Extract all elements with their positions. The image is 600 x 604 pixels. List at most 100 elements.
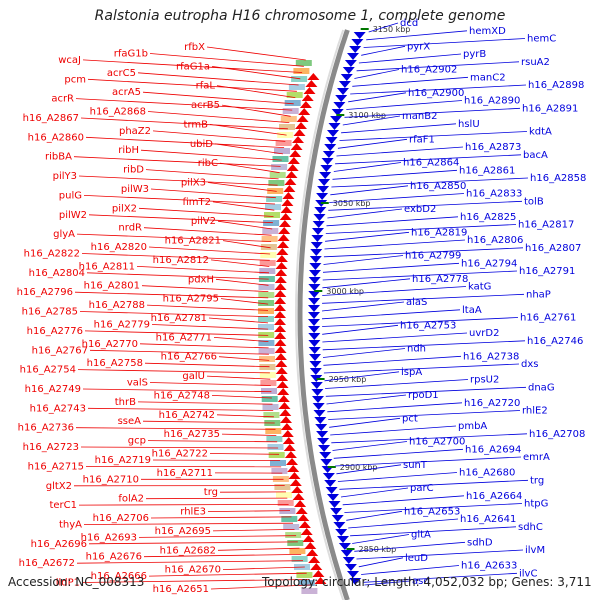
left-gene-label: trmB [184, 119, 209, 130]
left-gene-label: h16_A2822 [24, 249, 80, 260]
left-gene-leader [213, 529, 295, 531]
right-gene-leader [322, 333, 467, 342]
left-gene-leader [87, 273, 269, 279]
right-strand-arrow [339, 81, 351, 88]
left-strand-arrow [274, 318, 286, 325]
left-gene-label: h16_A2672 [19, 558, 75, 569]
right-strand-arrow [317, 186, 329, 193]
right-gene-label: ltaA [462, 305, 482, 316]
left-gene-label: rfaG1a [176, 61, 210, 72]
left-gene-leader [217, 86, 295, 98]
right-gene-label: pyrB [463, 49, 486, 60]
right-gene-label: h16_A2861 [459, 165, 515, 176]
left-strand-arrow [298, 108, 310, 115]
right-strand-arrow [311, 382, 323, 389]
right-strand-arrow [318, 445, 330, 452]
left-strand-arrow [275, 276, 287, 283]
left-gene-label: h16_A2801 [84, 281, 140, 292]
left-gene-label: h16_A2795 [163, 294, 219, 305]
right-strand-arrow [309, 361, 321, 368]
right-gene-leader [327, 403, 462, 412]
left-strand-arrow [275, 353, 287, 360]
right-strand-arrow [327, 130, 339, 137]
left-gene-leader [151, 517, 292, 518]
left-gene-leader [143, 421, 275, 423]
right-strand-arrow [314, 207, 326, 214]
left-gene-label: h16_A2722 [152, 449, 208, 460]
left-strand-arrow [277, 388, 289, 395]
right-gene-label: emrA [523, 452, 550, 463]
left-gene-leader [214, 337, 268, 341]
right-gene-label: h16_A2680 [459, 468, 515, 479]
left-gene-leader [150, 383, 271, 386]
left-strand-arrow [275, 346, 287, 353]
left-gene-label: h16_A2696 [31, 539, 87, 550]
right-gene-leader [338, 473, 457, 482]
left-gene-label: pilW3 [121, 184, 149, 195]
right-gene-label: h16_A2807 [525, 243, 581, 254]
right-strand-arrow [341, 550, 353, 557]
right-strand-arrow [311, 242, 323, 249]
feature-track-cell [283, 108, 299, 114]
right-strand-arrow [308, 291, 320, 298]
right-gene-label: h16_A2791 [519, 266, 575, 277]
right-strand-arrow [311, 389, 323, 396]
left-gene-leader [220, 163, 280, 173]
left-gene-label: ribBA [45, 152, 72, 163]
feature-track-cell [258, 308, 274, 314]
right-gene-leader [323, 263, 459, 272]
left-strand-arrow [281, 206, 293, 213]
left-strand-arrow [284, 444, 296, 451]
left-gene-leader [79, 176, 278, 185]
right-strand-arrow [332, 515, 344, 522]
right-strand-arrow [319, 452, 331, 459]
left-gene-label: h16_A2785 [22, 307, 78, 318]
right-gene-label: h16_A2746 [527, 336, 583, 347]
right-strand-arrow [308, 340, 320, 347]
right-gene-label: h16_A2898 [528, 80, 584, 91]
left-gene-label: h16_A2821 [165, 236, 221, 247]
left-gene-label: rfaG1b [114, 49, 148, 60]
left-gene-label: h16_A2812 [153, 255, 209, 266]
right-gene-leader [364, 39, 525, 48]
right-gene-label: hemXD [469, 26, 506, 37]
right-gene-label: tolB [524, 196, 544, 207]
feature-track-cell [293, 68, 309, 74]
feature-track-cell [269, 452, 285, 458]
right-strand-arrow [354, 32, 366, 39]
right-strand-arrow [315, 424, 327, 431]
right-gene-label: alaS [406, 297, 427, 308]
left-gene-label: h16_A2796 [17, 287, 73, 298]
right-gene-label: h16_A2641 [460, 514, 516, 525]
left-gene-label: rfaL [196, 81, 216, 92]
left-gene-label: h16_A2706 [93, 513, 149, 524]
left-gene-label: pilX3 [181, 178, 206, 189]
right-strand-arrow [337, 536, 349, 543]
left-gene-leader [208, 511, 290, 512]
left-strand-arrow [277, 241, 289, 248]
left-gene-label: h16_A2779 [94, 320, 150, 331]
right-gene-label: leuD [405, 553, 428, 564]
right-strand-arrow [314, 410, 326, 417]
right-gene-label: sdhC [518, 522, 543, 533]
feature-track-cell [273, 156, 289, 162]
left-strand-arrow [294, 500, 306, 507]
left-strand-arrow [293, 493, 305, 500]
right-gene-label: hemC [527, 34, 556, 45]
right-gene-label: h16_A2799 [405, 251, 461, 262]
left-gene-leader [147, 305, 268, 310]
left-gene-leader [137, 266, 269, 272]
right-gene-leader [322, 279, 410, 288]
right-gene-label: ilvM [525, 545, 545, 556]
right-gene-label: h16_A2664 [466, 491, 522, 502]
left-gene-label: h16_A2771 [156, 332, 212, 343]
left-strand-arrow [300, 101, 312, 108]
left-gene-label: pcm [64, 74, 86, 85]
right-gene-leader [337, 147, 464, 156]
left-strand-arrow [286, 458, 298, 465]
right-gene-label: h16_A2873 [465, 142, 521, 153]
left-gene-label: h16_A2748 [154, 390, 210, 401]
left-gene-label: fimT2 [182, 197, 211, 208]
right-strand-arrow [308, 326, 320, 333]
left-gene-label: h16_A2754 [20, 365, 76, 376]
